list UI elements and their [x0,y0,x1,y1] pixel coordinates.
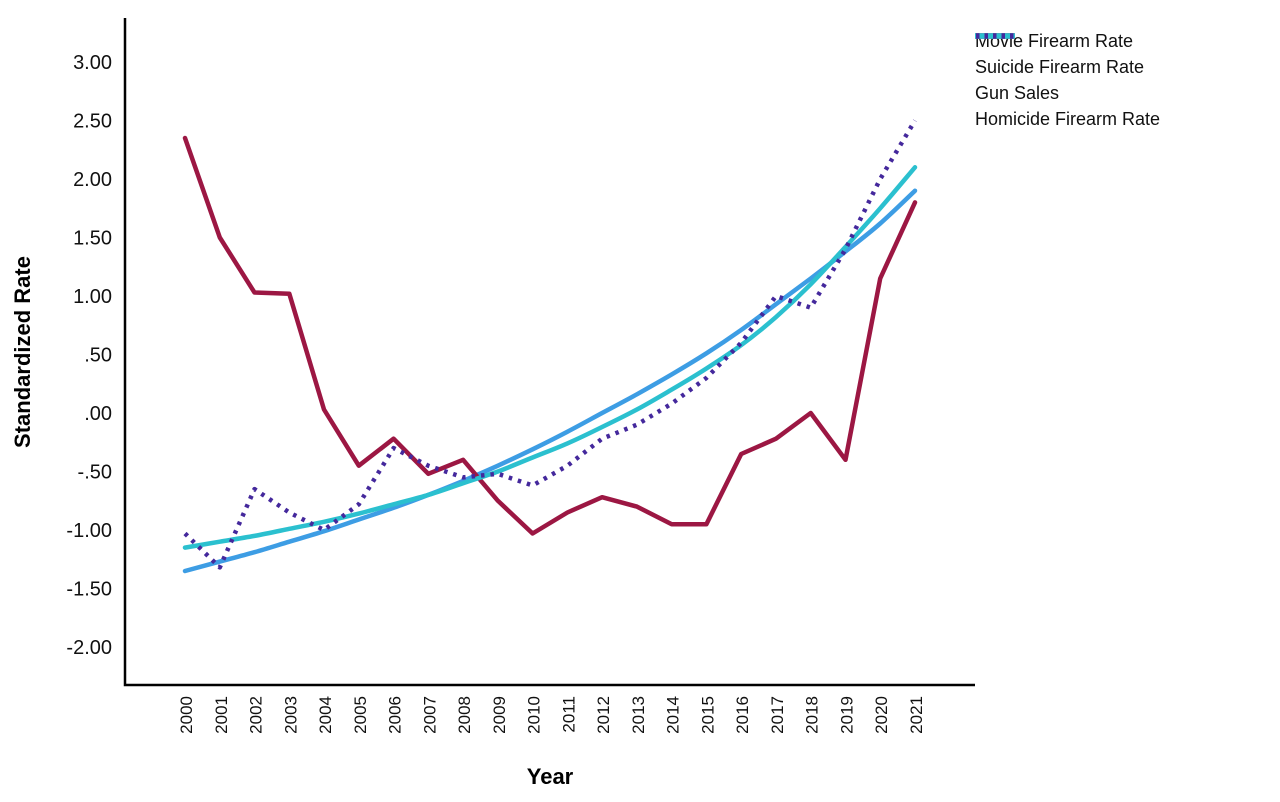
series-layer [182,119,918,574]
x-tick-label: 2007 [420,696,439,734]
series-suicide-firearm-rate [182,135,918,536]
y-tick-label: 3.00 [73,52,112,74]
y-tick-label: -1.50 [66,579,112,601]
x-tick-label: 2008 [455,696,474,734]
x-tick-label: 2010 [525,696,544,734]
x-tick-label: 2016 [733,696,752,734]
y-axis-tick-labels: 3.00 2.50 2.00 1.50 1.00 .50 .00 -.50 -1.00 -1.50… [66,52,112,659]
legend-label: Suicide Firearm Rate [975,57,1145,77]
y-tick-label: -2.00 [66,637,112,659]
x-tick-label: 2001 [212,696,231,734]
series-homicide-firearm-rate [183,119,917,570]
x-tick-label: 2003 [281,696,300,734]
x-tick-label: 2018 [803,696,822,734]
legend-label: Homicide Firearm Rate [975,109,1161,129]
x-tick-label: 2020 [872,696,891,734]
x-tick-label: 2019 [838,696,857,734]
series-gun-sales [182,165,918,550]
x-tick-label: 2012 [594,696,613,734]
y-tick-label: 1.00 [73,286,112,308]
legend-swatch-homicide-firearm-rate [976,33,1014,39]
x-tick-label: 2004 [316,696,335,734]
series-movie-firearm-rate [182,188,918,574]
x-tick-label: 2011 [559,696,578,733]
y-tick-label: -1.00 [66,520,112,542]
legend-item-suicide-firearm-rate: Suicide Firearm Rate [975,33,1160,78]
legend-item-homicide-firearm-rate: Homicide Firearm Rate [975,33,1161,130]
x-tick-label: 2013 [629,696,648,734]
x-tick-label: 2014 [664,696,683,734]
x-tick-label: 2021 [907,696,926,734]
y-tick-label: .50 [84,345,112,367]
x-axis-title: Year [527,764,574,789]
y-tick-label: 2.00 [73,169,112,191]
y-tick-label: 1.50 [73,228,112,250]
x-tick-label: 2006 [386,696,405,734]
x-tick-label: 2002 [247,696,266,734]
x-tick-label: 2015 [698,696,717,734]
x-axis-tick-labels: 2000 2001 2002 2003 2004 2005 2006 2007 2008 2009… [177,696,926,734]
axis-lines [123,18,975,687]
x-tick-label: 2005 [351,696,370,734]
x-tick-label: 2017 [768,696,787,734]
chart-legend: Movie Firearm Rate Suicide Firearm Rate Gu… [975,31,1160,130]
legend-label: Gun Sales [975,83,1060,103]
legend-item-gun-sales: Gun Sales [975,33,1160,104]
y-axis-title: Standardized Rate [10,256,35,448]
x-tick-label: 2009 [490,696,509,734]
x-tick-label: 2000 [177,696,196,734]
y-tick-label: 2.50 [73,111,112,133]
y-tick-label: .00 [84,403,112,425]
y-tick-label: -.50 [78,462,112,484]
